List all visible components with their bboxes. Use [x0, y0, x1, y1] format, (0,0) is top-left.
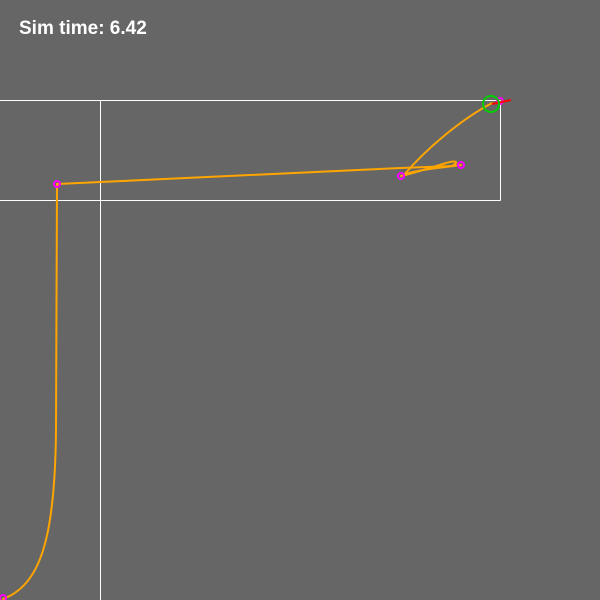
agent-ring-icon [482, 95, 500, 113]
trajectory-segment-vertical [2, 183, 58, 600]
waypoint-marker-icon [397, 172, 405, 180]
trajectory-segment-loop [400, 160, 462, 177]
agent [482, 95, 512, 113]
waypoint-marker-icon [457, 161, 465, 169]
trajectory-path [2, 102, 493, 600]
corridor-walls [0, 100, 501, 600]
waypoint-marker-icon [0, 594, 7, 600]
waypoints [0, 97, 504, 600]
trajectory-segment-ascent [403, 102, 493, 176]
sim-time-readout: Sim time: 6.42 [19, 18, 147, 39]
trajectory-segment-horizontal [56, 165, 453, 185]
heading-indicator-icon [491, 99, 512, 105]
waypoint-marker-icon [53, 180, 61, 188]
